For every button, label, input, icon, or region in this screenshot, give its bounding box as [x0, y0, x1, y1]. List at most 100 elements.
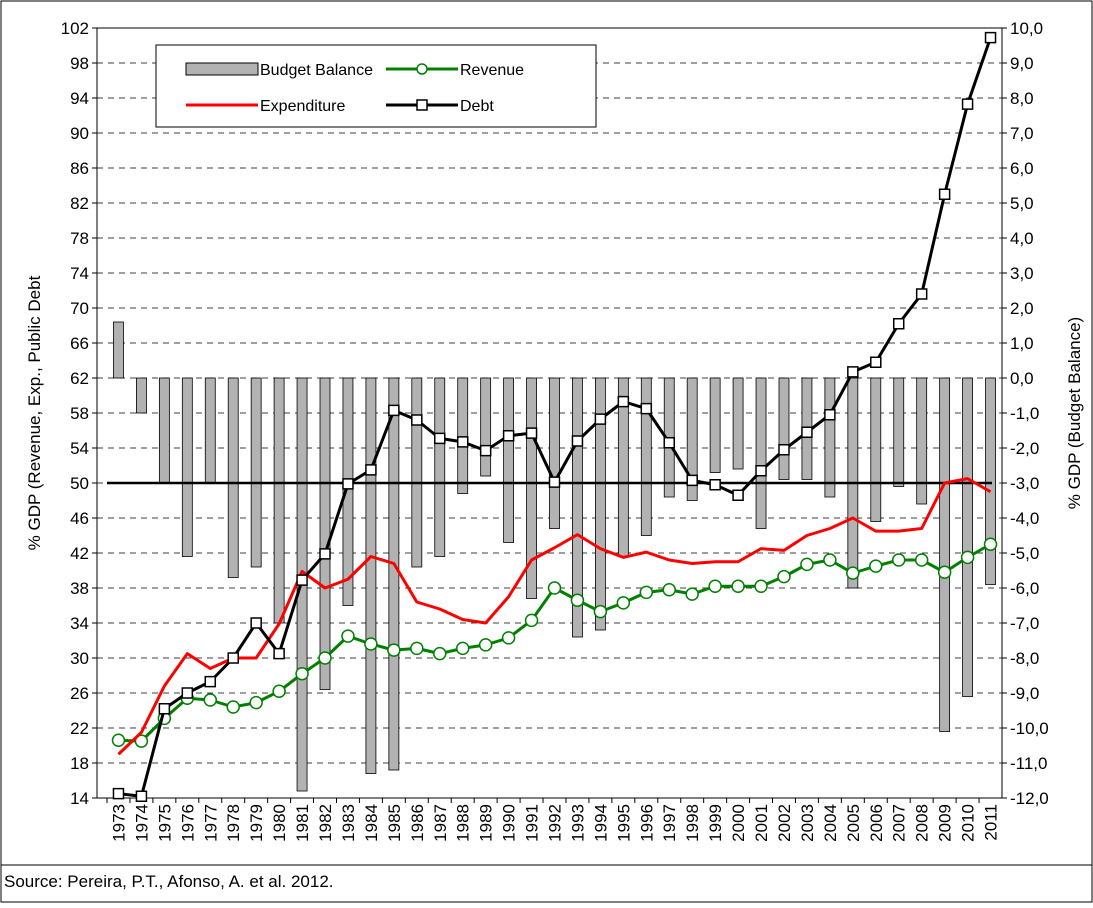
x-tick-label: 1985: [385, 804, 404, 842]
x-tick-label: 1975: [155, 804, 174, 842]
x-tick-label: 1991: [523, 804, 542, 842]
point: [502, 430, 515, 442]
x-tick-label: 1999: [706, 804, 725, 842]
point: [662, 583, 676, 597]
x-tick-label: 2004: [821, 804, 840, 842]
y2-tick-label: 1,0: [1010, 334, 1034, 353]
y-tick-label: 62: [70, 369, 89, 388]
y2-tick-label: 6,0: [1010, 159, 1034, 178]
y2-tick-label: 5,0: [1010, 194, 1034, 213]
y2-tick-label: -9,0: [1010, 684, 1039, 703]
point: [754, 579, 768, 593]
x-tick-label: 2007: [890, 804, 909, 842]
point: [869, 559, 883, 573]
bar: [594, 377, 606, 631]
bar: [434, 377, 446, 557]
point: [319, 548, 331, 560]
point: [525, 427, 538, 439]
point: [777, 569, 791, 584]
point: [892, 318, 905, 330]
y2-tick-label: -3,0: [1010, 474, 1039, 493]
point: [685, 587, 699, 601]
point: [914, 553, 929, 567]
bar: [870, 377, 882, 522]
point: [960, 550, 975, 565]
point: [870, 356, 882, 368]
point: [961, 98, 974, 110]
point: [227, 652, 239, 664]
bar: [365, 377, 377, 774]
x-tick-label: 1983: [339, 804, 358, 842]
x-tick-label: 1974: [132, 804, 151, 842]
point: [547, 581, 562, 595]
x-tick-label: 1976: [178, 804, 197, 842]
legend-marker: [416, 99, 428, 111]
point: [778, 444, 790, 456]
legend: [155, 44, 597, 128]
y2-tick-label: 2,0: [1010, 299, 1034, 318]
point: [548, 476, 561, 488]
y2-tick-label: 7,0: [1010, 124, 1034, 143]
bar: [549, 377, 560, 529]
point: [226, 700, 240, 714]
point: [616, 596, 631, 610]
point: [364, 637, 378, 651]
point: [938, 188, 951, 200]
point: [708, 579, 722, 593]
bar: [962, 377, 973, 697]
bar: [273, 377, 285, 624]
bar: [113, 321, 124, 379]
point: [983, 537, 998, 551]
y-tick-label: 74: [70, 264, 89, 283]
y-tick-label: 90: [70, 124, 89, 143]
y2-tick-label: -10,0: [1010, 719, 1049, 738]
legend-marker: [416, 63, 428, 75]
x-tick-label: 1989: [477, 804, 496, 842]
x-tick-label: 2006: [867, 804, 886, 842]
y-tick-label: 18: [70, 754, 89, 773]
x-tick-label: 1994: [591, 804, 610, 842]
bar: [893, 377, 905, 487]
plot-area: [96, 27, 1003, 799]
y2-tick-label: 0,0: [1010, 369, 1034, 388]
x-tick-label: 1982: [316, 804, 335, 842]
x-tick-label: 1990: [500, 804, 519, 842]
y2-tick-label: -4,0: [1010, 509, 1039, 528]
point: [640, 402, 653, 415]
point: [455, 641, 470, 656]
point: [387, 643, 401, 657]
point: [434, 432, 446, 445]
point: [433, 646, 447, 661]
y2-tick-label: -7,0: [1010, 614, 1039, 633]
bar: [227, 377, 239, 578]
y2-tick-label: 4,0: [1010, 229, 1034, 248]
x-tick-label: 1997: [660, 804, 679, 842]
point: [135, 790, 148, 802]
point: [937, 565, 952, 579]
legend-swatch: [185, 62, 259, 76]
point: [617, 395, 630, 408]
point: [891, 553, 906, 567]
y-tick-label: 98: [70, 54, 89, 73]
bar: [686, 377, 698, 501]
x-tick-label: 1996: [637, 804, 656, 842]
x-tick-label: 2008: [913, 804, 932, 842]
point: [731, 579, 745, 593]
bar: [411, 377, 423, 568]
point: [732, 489, 744, 501]
y-tick-label: 34: [70, 614, 89, 633]
y-tick-label: 66: [70, 334, 89, 353]
point: [915, 288, 928, 300]
x-tick-label: 2009: [936, 804, 955, 842]
point: [639, 585, 654, 600]
point: [801, 426, 813, 438]
y-tick-label: 54: [70, 439, 89, 458]
bar: [342, 377, 354, 606]
bar: [985, 377, 996, 585]
y-tick-label: 70: [70, 299, 89, 318]
legend-label: Debt: [460, 98, 494, 115]
point: [204, 675, 217, 688]
bar: [158, 377, 170, 484]
